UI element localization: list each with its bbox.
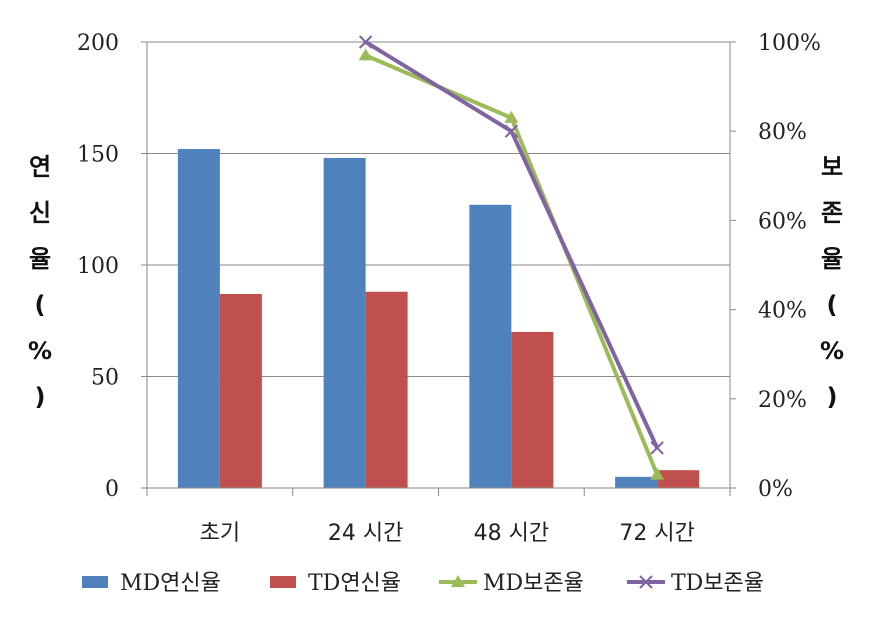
- legend-label: TD연신율: [308, 571, 401, 596]
- right-tick-label: 40%: [758, 299, 807, 324]
- bar: [469, 204, 512, 489]
- x-tick-label: 72 시간: [619, 521, 694, 546]
- right-tick-label: 80%: [758, 120, 807, 145]
- bar: [177, 149, 220, 489]
- right-axis-title-char: 존: [821, 199, 843, 227]
- point-marker: [504, 124, 519, 138]
- gridlines: [147, 41, 730, 377]
- left-tick-label: 200: [77, 31, 119, 56]
- right-tick-label: 20%: [758, 388, 807, 413]
- right-tick-label: 100%: [758, 31, 821, 56]
- bar: [511, 331, 554, 488]
- legend-label: MD연신율: [120, 571, 221, 596]
- left-axis-title-char: 율: [29, 245, 51, 273]
- right-axis-title-char: %: [820, 337, 844, 365]
- left-tick-label: 50: [91, 366, 119, 391]
- right-tick-label: 0%: [758, 477, 793, 502]
- legend-label: TD보존율: [671, 571, 764, 596]
- point-marker: [639, 575, 653, 589]
- lines: [358, 35, 665, 480]
- left-tick-label: 0: [105, 477, 119, 502]
- point-marker: [504, 110, 519, 123]
- right-tick-label: 60%: [758, 209, 807, 234]
- axes: [141, 41, 736, 496]
- left-axis-title-char: 연: [29, 153, 51, 181]
- tick-labels: 0 50 100 150 200 0% 20% 40% 60% 80% 100% 초기 24 시간 48 …: [77, 31, 821, 546]
- bar: [657, 470, 700, 488]
- point-marker: [650, 441, 664, 455]
- right-axis-title-char: 율: [821, 245, 843, 273]
- bar: [365, 291, 408, 488]
- right-axis-title-char: (: [827, 291, 838, 319]
- legend-swatch: [270, 576, 296, 588]
- left-axis-title-char: ): [35, 383, 46, 411]
- legend: MD연신율 TD연신율 MD보존율 TD보존율: [82, 571, 764, 596]
- legend-label: MD보존율: [483, 571, 584, 596]
- x-tick-label: 24 시간: [328, 521, 403, 546]
- right-axis-title-char: ): [827, 383, 838, 411]
- left-axis-title-char: (: [35, 291, 46, 319]
- x-tick-label: 48 시간: [474, 521, 549, 546]
- x-tick-label: 초기: [200, 521, 240, 546]
- axis-titles: 연신율(%)보존율(%): [28, 153, 844, 411]
- point-marker: [358, 48, 373, 61]
- left-axis-title-char: %: [28, 337, 52, 365]
- bar: [323, 157, 366, 488]
- bar: [615, 476, 658, 488]
- left-axis-title-char: 신: [29, 199, 51, 227]
- bars: [177, 149, 700, 489]
- left-tick-label: 100: [77, 254, 119, 279]
- point-marker: [451, 575, 465, 587]
- left-tick-label: 150: [77, 143, 119, 168]
- bar: [219, 293, 262, 488]
- right-axis-title-char: 보: [821, 153, 843, 181]
- point-marker: [358, 35, 373, 49]
- legend-swatch: [82, 576, 108, 588]
- point-marker: [650, 467, 665, 480]
